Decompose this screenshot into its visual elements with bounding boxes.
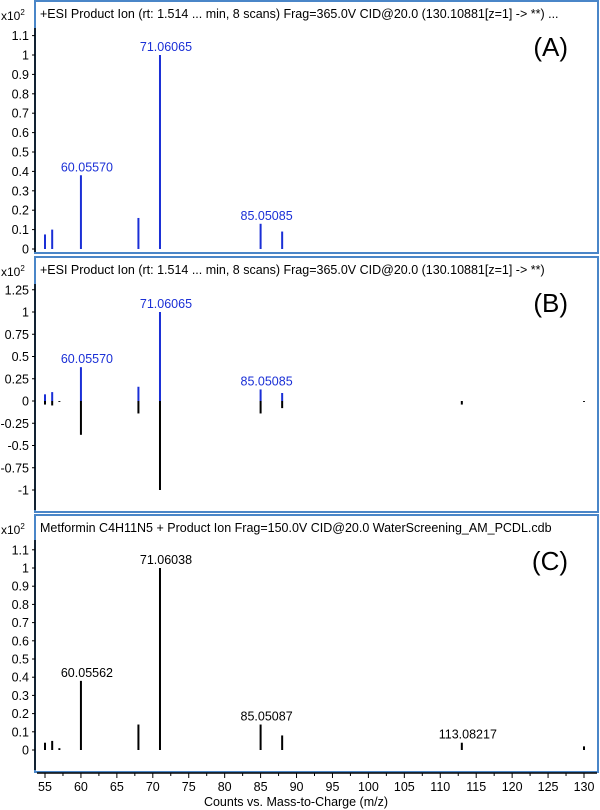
y-exponent: 2 (20, 522, 25, 531)
y-tick-label: 0 (22, 744, 29, 758)
y-tick-label: 0.25 (5, 372, 29, 386)
panel-label: (B) (533, 288, 568, 318)
y-tick-label: 1.1 (12, 543, 29, 557)
y-tick-label: 0.5 (12, 350, 29, 364)
y-exponent: 2 (20, 8, 25, 17)
panel-title: +ESI Product Ion (rt: 1.514 ... min, 8 s… (40, 7, 559, 21)
y-tick-label: 0.3 (12, 184, 29, 198)
panel-title: Metformin C4H11N5 + Product Ion Frag=150… (40, 521, 552, 535)
y-tick-label: 0.2 (12, 707, 29, 721)
peak-label: 60.05570 (61, 352, 113, 366)
x-tick-label: 80 (218, 780, 232, 794)
x-tick-label: 125 (538, 780, 559, 794)
peak-label: 71.06065 (140, 40, 192, 54)
y-tick-label: 0.8 (12, 598, 29, 612)
x-tick-label: 105 (394, 780, 415, 794)
x-tick-label: 55 (38, 780, 52, 794)
x-tick-label: 65 (110, 780, 124, 794)
y-tick-label: 1 (22, 49, 29, 63)
y-tick-label: 0 (22, 395, 29, 409)
x-tick-label: 90 (290, 780, 304, 794)
peak-label: 113.08217 (439, 728, 497, 742)
y-tick-label: 0.1 (12, 725, 29, 739)
y-tick-label: -0.5 (7, 439, 29, 453)
x-tick-label: 85 (254, 780, 268, 794)
y-exponent: 2 (20, 264, 25, 273)
y-tick-label: 0.5 (12, 653, 29, 667)
panel-title: +ESI Product Ion (rt: 1.514 ... min, 8 s… (40, 263, 545, 277)
y-tick-label: 0.4 (12, 671, 29, 685)
y-tick-label: 0.9 (12, 580, 29, 594)
y-tick-label: 0.1 (12, 223, 29, 237)
spectrum-panel-c: Metformin C4H11N5 + Product Ion Frag=150… (1, 514, 599, 773)
peak-label: 85.05087 (241, 710, 293, 724)
panel-frame (34, 514, 599, 773)
y-multiplier: x102 (1, 8, 25, 23)
y-tick-label: 0.7 (12, 107, 29, 121)
x-tick-label: 115 (466, 780, 486, 794)
x-tick-label: 100 (358, 780, 379, 794)
spectrum-panel-a: +ESI Product Ion (rt: 1.514 ... min, 8 s… (1, 0, 599, 257)
y-tick-label: 0.7 (12, 616, 29, 630)
x-tick-label: 60 (74, 780, 88, 794)
y-tick-label: 0.8 (12, 87, 29, 101)
y-tick-label: 0.6 (12, 126, 29, 140)
y-tick-label: 1 (22, 306, 29, 320)
peak-label: 71.06065 (140, 297, 192, 311)
x-axis: 55 60 65 70 75 80 85 90 95 100 105 110 115 120 125 130 C… (37, 772, 597, 809)
x-tick-label: 95 (326, 780, 340, 794)
peak-label: 71.06038 (140, 553, 192, 567)
y-tick-label: -1 (18, 484, 29, 498)
y-tick-label: 1 (22, 562, 29, 576)
x-axis-title: Counts vs. Mass-to-Charge (m/z) (204, 795, 388, 809)
peak-label: 85.05085 (241, 209, 293, 223)
panel-frame (34, 256, 599, 513)
y-tick-label: -0.25 (1, 417, 30, 431)
x-tick-label: 130 (574, 780, 595, 794)
x-tick-label: 70 (146, 780, 160, 794)
y-tick-label: 0.4 (12, 165, 29, 179)
panel-frame (34, 0, 599, 254)
x-tick-label: 110 (430, 780, 450, 794)
peak-label: 85.05085 (241, 374, 293, 388)
x-tick-label: 75 (182, 780, 196, 794)
y-tick-label: 0 (22, 243, 29, 257)
y-tick-label: 1.25 (5, 283, 29, 297)
panel-label: (C) (532, 546, 568, 576)
y-tick-label: 0.3 (12, 689, 29, 703)
spectrum-panel-b: +ESI Product Ion (rt: 1.514 ... min, 8 s… (1, 256, 599, 513)
x-tick-label: 120 (502, 780, 523, 794)
y-tick-label: 1.1 (12, 29, 29, 43)
y-tick-label: 0.9 (12, 68, 29, 82)
y-multiplier: x102 (1, 264, 25, 279)
y-multiplier: x102 (1, 522, 25, 537)
peak-label: 60.05562 (61, 666, 113, 680)
y-tick-label: 0.5 (12, 146, 29, 160)
y-tick-label: 0.6 (12, 634, 29, 648)
panel-label: (A) (533, 32, 568, 62)
peak-label: 60.05570 (61, 160, 113, 174)
y-tick-label: 0.2 (12, 204, 29, 218)
y-tick-label: 0.75 (5, 328, 29, 342)
y-tick-label: -0.75 (1, 461, 30, 475)
